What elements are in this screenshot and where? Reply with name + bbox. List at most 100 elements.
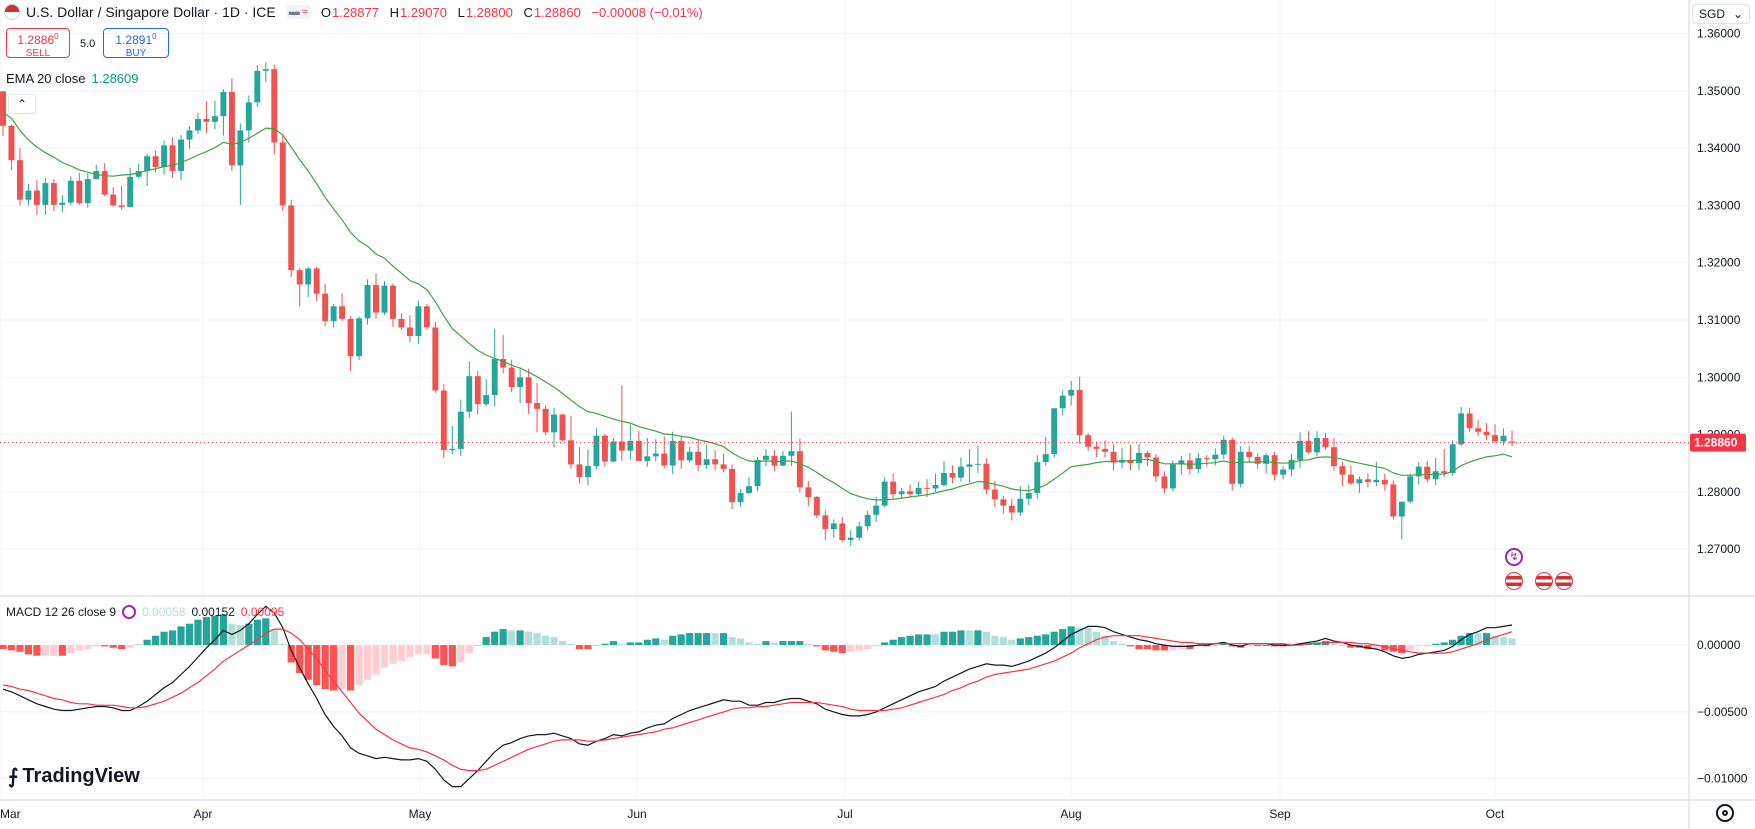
macd-legend[interactable]: MACD 12 26 close 9 0.00058 0.00152 0.000…: [6, 605, 284, 619]
macd-hist-bar: [508, 630, 516, 646]
candle: [1085, 432, 1092, 452]
candle: [890, 473, 897, 500]
macd-settings-icon[interactable]: [122, 605, 137, 619]
price-tick-label: 1.32000: [1697, 256, 1741, 270]
candle: [1000, 495, 1007, 514]
candle-body: [1144, 452, 1151, 458]
candle-body: [178, 139, 184, 172]
candle: [1314, 431, 1320, 457]
candle-body: [974, 463, 981, 465]
macd-hist-bar: [1415, 645, 1423, 647]
candle: [33, 180, 40, 216]
candle-body: [813, 497, 820, 516]
macd-hist-bar: [1423, 645, 1431, 647]
macd-hist-bar: [406, 645, 414, 658]
candle: [873, 497, 880, 522]
indicator-pill[interactable]: ▬ ≈: [285, 5, 311, 19]
macd-hist-bar: [389, 645, 397, 664]
macd-hist-bar: [1050, 631, 1058, 646]
us-event-flag-icon[interactable]: [1535, 572, 1553, 590]
candle-body: [822, 515, 829, 530]
candle-body: [279, 142, 286, 206]
candle: [432, 321, 439, 393]
candle-body: [474, 376, 481, 405]
candle-body: [678, 440, 685, 461]
candle: [16, 148, 23, 206]
candle-body: [8, 125, 15, 161]
candle: [339, 293, 346, 322]
time-tick-label: Mar: [0, 807, 21, 821]
collapse-legend-button[interactable]: ⌃: [8, 94, 36, 114]
candle: [678, 435, 685, 469]
candle: [262, 62, 269, 82]
candle-body: [1322, 438, 1329, 448]
candle-body: [1059, 395, 1066, 409]
macd-hist-bar: [652, 638, 660, 646]
candle-body: [1347, 474, 1354, 484]
sell-button[interactable]: 1.28860 SELL: [6, 28, 70, 59]
bolt-event-icon[interactable]: ↯: [1505, 548, 1523, 566]
candle-body: [1220, 439, 1227, 455]
macd-hist-bar: [618, 643, 626, 646]
symbol-title[interactable]: U.S. Dollar / Singapore Dollar · 1D · IC…: [26, 4, 276, 20]
candle-body: [1314, 438, 1320, 453]
candle-body: [644, 456, 651, 461]
ema-label: EMA 20 close: [6, 71, 86, 86]
macd-hist-bar: [126, 645, 134, 648]
ema-legend[interactable]: EMA 20 close 1.28609: [6, 71, 139, 86]
candle: [1509, 430, 1515, 447]
us-event-flag-icon[interactable]: [1555, 572, 1573, 590]
candle: [1042, 436, 1049, 466]
candle: [500, 334, 507, 374]
candle: [220, 89, 227, 136]
candle-body: [67, 180, 74, 203]
macd-hist-bar: [1271, 645, 1279, 647]
candle-body: [754, 459, 761, 487]
candle: [1441, 448, 1448, 477]
macd-hist-bar: [253, 619, 261, 646]
candle: [389, 283, 396, 327]
candle-body: [551, 414, 558, 433]
candle-body: [322, 293, 329, 322]
macd-hist-bar: [660, 639, 668, 646]
macd-signal-value: 0.00095: [240, 605, 285, 619]
candle: [457, 399, 464, 456]
candle-body: [1280, 469, 1287, 475]
candle: [1339, 461, 1346, 487]
tradingview-logo: ⨍ TradingView: [8, 764, 140, 789]
candle-body: [1254, 456, 1261, 464]
currency-select[interactable]: SGD ⌄: [1692, 4, 1750, 24]
buy-button[interactable]: 1.28910 BUY: [103, 28, 169, 59]
candle: [1424, 460, 1431, 483]
candle: [406, 315, 413, 343]
candle-body: [161, 145, 168, 168]
macd-hist-bar: [948, 631, 957, 646]
macd-hist-bar: [279, 643, 287, 646]
candle-body: [957, 466, 964, 478]
macd-hist-bar: [1135, 645, 1143, 650]
candle: [1364, 473, 1371, 488]
candle-body: [508, 367, 515, 388]
candle: [1186, 452, 1193, 475]
candle: [423, 303, 430, 330]
candle: [254, 65, 261, 107]
macd-hist-bar: [525, 631, 533, 646]
candle: [551, 407, 558, 448]
candle: [644, 438, 651, 467]
macd-hist-bar: [1432, 643, 1440, 646]
us-event-flag-icon[interactable]: [1505, 572, 1523, 590]
price-tick-label: 1.33000: [1697, 198, 1741, 212]
candle-body: [466, 376, 473, 412]
us-flag-icon: [4, 4, 20, 20]
candle: [983, 458, 990, 495]
candle-body: [25, 190, 32, 200]
macd-line: [2, 605, 1513, 788]
macd-hist-bar: [838, 645, 846, 654]
candle: [1407, 473, 1414, 504]
candle: [1288, 454, 1295, 477]
candle: [941, 460, 947, 487]
macd-hist-bar: [779, 641, 787, 646]
gear-icon[interactable]: [1716, 804, 1734, 822]
macd-hist-bar: [465, 645, 473, 654]
